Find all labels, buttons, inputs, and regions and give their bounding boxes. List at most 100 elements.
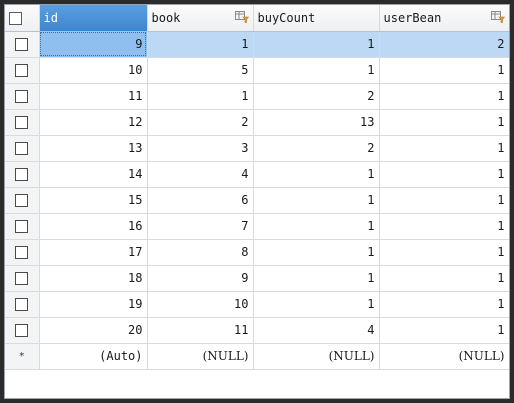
checkbox-icon[interactable] <box>15 194 29 207</box>
row-checkbox-cell[interactable] <box>5 109 40 136</box>
cell-id[interactable]: 12 <box>39 109 148 136</box>
row-checkbox-cell[interactable] <box>5 187 40 214</box>
table-row[interactable]: 9 1 1 2 <box>5 31 509 58</box>
cell-userbean[interactable]: 1 <box>379 239 509 266</box>
cell-buycount-null[interactable]: (NULL) <box>253 343 380 370</box>
cell-id[interactable]: 9 <box>39 31 148 58</box>
row-checkbox-cell[interactable] <box>5 265 40 292</box>
cell-buycount[interactable]: 1 <box>253 291 380 318</box>
cell-id[interactable]: 17 <box>39 239 148 266</box>
cell-buycount[interactable]: 1 <box>253 161 380 188</box>
column-header-id[interactable]: id <box>39 5 148 32</box>
table-row[interactable]: 14 4 1 1 <box>5 161 509 188</box>
table-row[interactable]: 17 8 1 1 <box>5 239 509 266</box>
table-row[interactable]: 13 3 2 1 <box>5 135 509 162</box>
checkbox-icon[interactable] <box>15 168 29 181</box>
checkbox-icon[interactable] <box>15 38 29 51</box>
checkbox-icon[interactable] <box>9 11 22 25</box>
cell-buycount[interactable]: 2 <box>253 83 380 110</box>
cell-id[interactable]: 10 <box>39 57 148 84</box>
row-checkbox-cell[interactable] <box>5 31 40 58</box>
row-checkbox-cell[interactable] <box>5 135 40 162</box>
checkbox-icon[interactable] <box>15 142 29 155</box>
checkbox-icon[interactable] <box>15 298 29 311</box>
table-row[interactable]: 20 11 4 1 <box>5 317 509 344</box>
cell-buycount[interactable]: 1 <box>253 213 380 240</box>
table-row[interactable]: 15 6 1 1 <box>5 187 509 214</box>
cell-book[interactable]: 9 <box>147 265 254 292</box>
cell-book[interactable]: 8 <box>147 239 254 266</box>
cell-id[interactable]: 11 <box>39 83 148 110</box>
cell-id[interactable]: 15 <box>39 187 148 214</box>
cell-id[interactable]: 16 <box>39 213 148 240</box>
cell-book[interactable]: 1 <box>147 83 254 110</box>
table-row[interactable]: 12 2 13 1 <box>5 109 509 136</box>
cell-book[interactable]: 4 <box>147 161 254 188</box>
cell-book[interactable]: 7 <box>147 213 254 240</box>
table-row[interactable]: 11 1 2 1 <box>5 83 509 110</box>
cell-userbean[interactable]: 1 <box>379 135 509 162</box>
cell-userbean[interactable]: 1 <box>379 57 509 84</box>
cell-userbean-null[interactable]: (NULL) <box>379 343 509 370</box>
cell-id[interactable]: 18 <box>39 265 148 292</box>
row-checkbox-cell[interactable] <box>5 83 40 110</box>
cell-userbean[interactable]: 1 <box>379 83 509 110</box>
cell-userbean[interactable]: 1 <box>379 291 509 318</box>
new-row[interactable]: * (Auto) (NULL) (NULL) (NULL) <box>5 343 509 370</box>
cell-userbean[interactable]: 2 <box>379 31 509 58</box>
cell-book[interactable]: 3 <box>147 135 254 162</box>
row-checkbox-cell[interactable] <box>5 291 40 318</box>
cell-book[interactable]: 6 <box>147 187 254 214</box>
cell-buycount[interactable]: 13 <box>253 109 380 136</box>
cell-buycount[interactable]: 4 <box>253 317 380 344</box>
table-row[interactable]: 18 9 1 1 <box>5 265 509 292</box>
cell-buycount[interactable]: 1 <box>253 57 380 84</box>
column-header-userbean[interactable]: userBean <box>379 5 509 32</box>
cell-userbean[interactable]: 1 <box>379 213 509 240</box>
cell-book[interactable]: 2 <box>147 109 254 136</box>
cell-id[interactable]: 20 <box>39 317 148 344</box>
cell-id[interactable]: 14 <box>39 161 148 188</box>
table-row[interactable]: 10 5 1 1 <box>5 57 509 84</box>
cell-buycount[interactable]: 1 <box>253 239 380 266</box>
select-all-checkbox-cell[interactable] <box>5 5 40 32</box>
cell-buycount[interactable]: 2 <box>253 135 380 162</box>
table-row[interactable]: 16 7 1 1 <box>5 213 509 240</box>
checkbox-icon[interactable] <box>15 324 29 337</box>
cell-id[interactable]: 13 <box>39 135 148 162</box>
cell-id-auto[interactable]: (Auto) <box>39 343 148 370</box>
row-checkbox-cell[interactable] <box>5 239 40 266</box>
checkbox-icon[interactable] <box>15 246 29 259</box>
cell-userbean[interactable]: 1 <box>379 265 509 292</box>
header-row: id book buyCount userBean <box>5 5 509 32</box>
row-checkbox-cell[interactable] <box>5 317 40 344</box>
cell-id[interactable]: 19 <box>39 291 148 318</box>
cell-userbean[interactable]: 1 <box>379 109 509 136</box>
cell-buycount[interactable]: 1 <box>253 31 380 58</box>
cell-book[interactable]: 10 <box>147 291 254 318</box>
checkbox-icon[interactable] <box>15 272 29 285</box>
cell-buycount[interactable]: 1 <box>253 187 380 214</box>
foreign-key-filter-icon[interactable] <box>234 11 249 23</box>
cell-buycount[interactable]: 1 <box>253 265 380 292</box>
checkbox-icon[interactable] <box>15 90 29 103</box>
checkbox-icon[interactable] <box>15 116 29 129</box>
cell-book-null[interactable]: (NULL) <box>147 343 254 370</box>
cell-userbean[interactable]: 1 <box>379 161 509 188</box>
cell-userbean[interactable]: 1 <box>379 317 509 344</box>
cell-book[interactable]: 11 <box>147 317 254 344</box>
row-checkbox-cell[interactable] <box>5 161 40 188</box>
row-checkbox-cell[interactable] <box>5 213 40 240</box>
column-header-buycount[interactable]: buyCount <box>253 5 380 32</box>
cell-book[interactable]: 5 <box>147 57 254 84</box>
result-table: id book buyCount userBean <box>5 5 509 370</box>
checkbox-icon[interactable] <box>15 220 29 233</box>
new-row-marker: * <box>5 343 40 370</box>
row-checkbox-cell[interactable] <box>5 57 40 84</box>
cell-book[interactable]: 1 <box>147 31 254 58</box>
foreign-key-filter-icon[interactable] <box>490 11 505 23</box>
column-header-book[interactable]: book <box>147 5 254 32</box>
checkbox-icon[interactable] <box>15 64 29 77</box>
table-row[interactable]: 19 10 1 1 <box>5 291 509 318</box>
cell-userbean[interactable]: 1 <box>379 187 509 214</box>
